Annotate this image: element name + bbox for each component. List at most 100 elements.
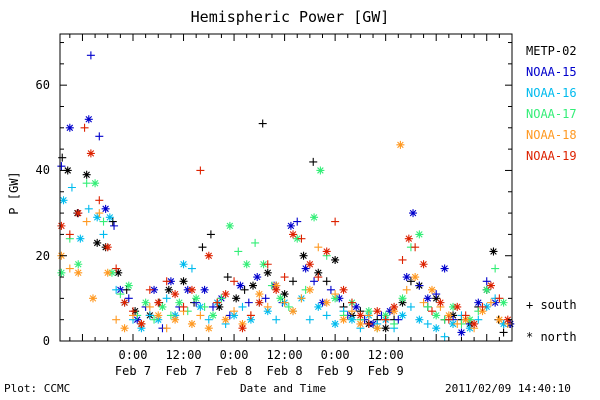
- data-point-noaa-19: [74, 209, 83, 218]
- data-point-noaa-19: [356, 311, 365, 320]
- data-point-noaa-18: [339, 315, 348, 324]
- data-point-noaa-19: [427, 307, 436, 316]
- data-point-noaa-16: [137, 324, 146, 333]
- data-point-noaa-17: [91, 179, 100, 188]
- data-point-metp-02: [93, 238, 102, 247]
- data-point-noaa-17: [284, 302, 293, 311]
- legend-entry: NOAA-16: [526, 86, 577, 100]
- data-point-noaa-16: [423, 319, 432, 328]
- data-point-noaa-16: [204, 315, 213, 324]
- data-point-noaa-17: [234, 247, 243, 256]
- data-point-noaa-17: [175, 298, 184, 307]
- data-point-metp-02: [347, 311, 356, 320]
- y-tick-label: 20: [35, 248, 50, 263]
- data-point-noaa-16: [76, 234, 85, 243]
- data-point-noaa-19: [196, 166, 205, 175]
- data-point-noaa-18: [289, 307, 298, 316]
- data-point-noaa-16: [246, 315, 255, 324]
- data-point-noaa-16: [230, 311, 239, 320]
- data-point-noaa-19: [453, 302, 462, 311]
- data-point-noaa-19: [347, 298, 356, 307]
- data-point-metp-02: [223, 273, 232, 282]
- data-point-noaa-17: [57, 268, 66, 277]
- data-point-noaa-17: [276, 294, 285, 303]
- data-point-noaa-15: [318, 298, 327, 307]
- data-point-noaa-19: [179, 302, 188, 311]
- data-point-noaa-16: [398, 311, 407, 320]
- data-point-noaa-19: [398, 255, 407, 264]
- plot-frame: [59, 33, 513, 342]
- data-point-metp-02: [215, 302, 224, 311]
- data-point-noaa-19: [470, 319, 479, 328]
- data-point-noaa-16: [305, 315, 314, 324]
- data-point-noaa-19: [187, 285, 196, 294]
- data-point-noaa-17: [99, 217, 108, 226]
- data-point-noaa-19: [444, 315, 453, 324]
- data-point-noaa-17: [141, 298, 150, 307]
- data-point-noaa-15: [150, 285, 159, 294]
- data-point-noaa-16: [449, 319, 458, 328]
- data-point-noaa-16: [112, 285, 121, 294]
- data-point-noaa-18: [390, 307, 399, 316]
- data-point-noaa-19: [503, 315, 512, 324]
- data-point-metp-02: [406, 277, 415, 286]
- data-point-noaa-15: [236, 281, 245, 290]
- data-point-noaa-19: [103, 243, 112, 252]
- data-point-noaa-17: [225, 221, 234, 230]
- x-tick-date-label: Feb 7: [165, 364, 202, 378]
- data-point-noaa-19: [65, 230, 74, 239]
- data-point-noaa-16: [474, 315, 483, 324]
- data-point-noaa-16: [272, 315, 281, 324]
- data-point-noaa-16: [145, 311, 154, 320]
- data-point-noaa-19: [280, 273, 289, 282]
- data-point-noaa-19: [120, 298, 129, 307]
- data-point-noaa-17: [449, 302, 458, 311]
- data-point-noaa-17: [364, 307, 373, 316]
- data-point-noaa-19: [272, 285, 281, 294]
- data-point-noaa-15: [352, 302, 361, 311]
- data-point-noaa-17: [465, 315, 474, 324]
- data-point-noaa-19: [411, 243, 420, 252]
- data-point-noaa-16: [499, 319, 508, 328]
- data-point-noaa-19: [246, 311, 255, 320]
- data-point-noaa-18: [112, 315, 121, 324]
- data-point-noaa-15: [183, 285, 192, 294]
- data-point-noaa-15: [65, 123, 74, 132]
- data-point-noaa-15: [301, 264, 310, 273]
- axis-ticks: [60, 34, 513, 342]
- data-point-noaa-18: [297, 294, 306, 303]
- data-point-noaa-17: [124, 281, 133, 290]
- x-tick-date-label: Feb 8: [215, 364, 253, 378]
- data-point-noaa-19: [495, 294, 504, 303]
- data-point-noaa-18: [230, 307, 239, 316]
- data-point-noaa-15: [286, 221, 295, 230]
- data-point-noaa-15: [244, 298, 253, 307]
- data-point-noaa-19: [95, 196, 104, 205]
- data-point-noaa-16: [67, 183, 76, 192]
- data-point-noaa-17: [82, 179, 91, 188]
- data-point-metp-02: [314, 268, 323, 277]
- data-point-noaa-19: [419, 260, 428, 269]
- data-point-metp-02: [489, 247, 498, 256]
- data-point-noaa-17: [310, 213, 319, 222]
- x-tick-time-label: 12:00: [367, 348, 404, 362]
- data-point-noaa-19: [404, 234, 413, 243]
- data-point-metp-02: [280, 290, 289, 299]
- data-point-metp-02: [309, 157, 318, 166]
- data-point-noaa-15: [394, 315, 403, 324]
- data-point-metp-02: [82, 170, 91, 179]
- data-point-noaa-15: [209, 302, 218, 311]
- data-point-noaa-15: [110, 221, 119, 230]
- x-tick-time-label: 12:00: [266, 348, 303, 362]
- data-point-noaa-15: [57, 162, 66, 171]
- data-point-noaa-18: [95, 209, 104, 218]
- x-tick-time-label: 0:00: [219, 348, 249, 362]
- data-point-noaa-15: [293, 217, 302, 226]
- data-point-noaa-19: [331, 217, 340, 226]
- data-point-noaa-19: [339, 285, 348, 294]
- data-point-noaa-16: [179, 260, 188, 269]
- data-point-noaa-17: [390, 319, 399, 328]
- plot-credit: Plot: CCMC: [4, 382, 71, 395]
- data-point-noaa-18: [196, 311, 205, 320]
- data-point-metp-02: [164, 285, 173, 294]
